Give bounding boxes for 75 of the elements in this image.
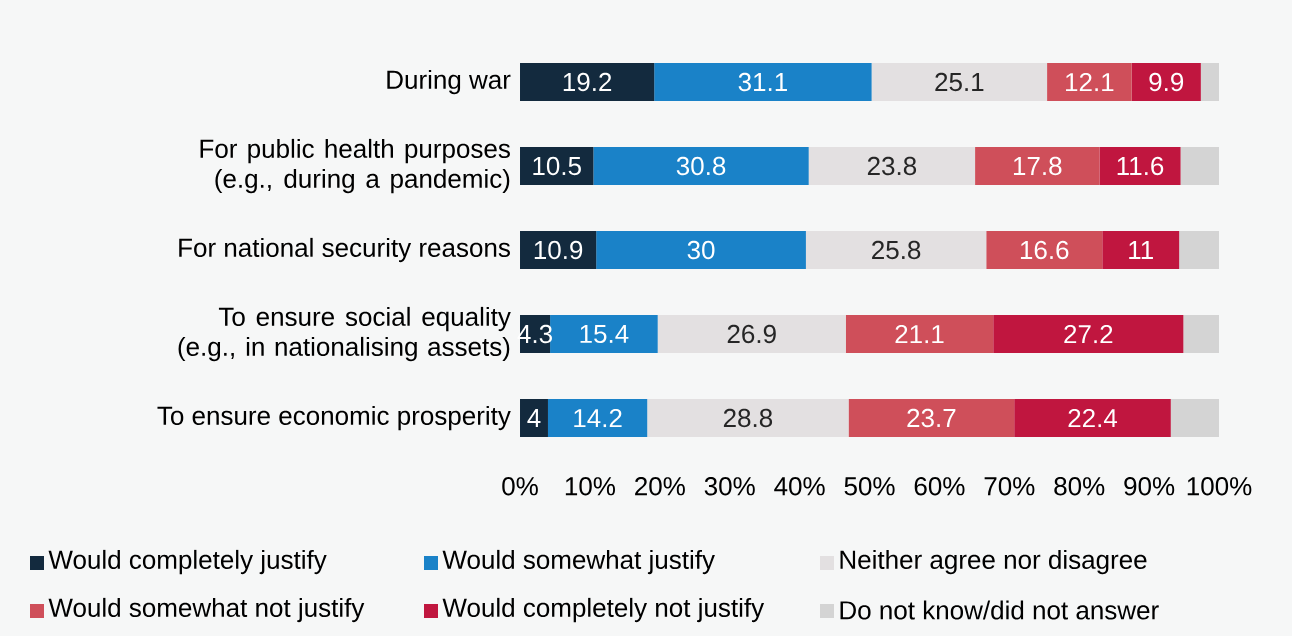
data-label: 9.9 xyxy=(1149,72,1184,92)
bar xyxy=(1179,231,1220,269)
data-label: 25.8 xyxy=(872,240,921,260)
bar xyxy=(808,147,976,185)
data-label: 27.2 xyxy=(1064,324,1113,344)
data-label: 12.1 xyxy=(1066,72,1114,92)
data-label: 11 xyxy=(1129,241,1153,259)
y-tick-label: For public health purposes (e.g., during a pandemic) xyxy=(200,138,510,194)
bar xyxy=(993,315,1184,353)
data-label: 15.4 xyxy=(580,324,629,344)
bar xyxy=(1102,231,1180,269)
data-label: 23.8 xyxy=(867,156,917,176)
legend-label: Would completely not justify xyxy=(442,597,765,623)
bar xyxy=(1099,147,1181,185)
legend-label: Neither agree nor disagree xyxy=(840,549,1147,575)
x-tick-label: 20% xyxy=(635,477,685,496)
x-tick-label: 10% xyxy=(565,477,615,496)
data-label: 23.7 xyxy=(907,408,956,428)
x-tick-label: 0% xyxy=(502,477,538,496)
bar xyxy=(1014,399,1171,437)
bar xyxy=(1131,63,1201,101)
legend-label: Would somewhat justify xyxy=(442,549,715,575)
bar xyxy=(1200,63,1220,101)
x-tick-label: 100% xyxy=(1187,477,1252,496)
bar xyxy=(654,63,872,101)
bar xyxy=(1180,147,1220,185)
bar xyxy=(657,315,846,353)
bar xyxy=(550,315,658,353)
data-label: 30.8 xyxy=(676,156,726,176)
x-tick-label: 60% xyxy=(914,477,965,496)
bar xyxy=(871,63,1048,101)
legend-label: Would somewhat not justify xyxy=(48,597,365,623)
bar xyxy=(520,63,655,101)
x-tick-label: 30% xyxy=(704,477,755,496)
x-tick-label: 90% xyxy=(1124,477,1175,496)
legend-label: Would completely justify xyxy=(48,549,327,575)
bar xyxy=(520,399,548,437)
data-label: 26.9 xyxy=(727,324,776,344)
bar xyxy=(986,231,1103,269)
x-tick-label: 40% xyxy=(774,477,825,496)
bar xyxy=(1047,63,1132,101)
data-label: 30 xyxy=(687,240,715,260)
data-label: 11.6 xyxy=(1117,156,1164,176)
y-tick-label: During war xyxy=(387,69,511,95)
data-label: 21.1 xyxy=(895,324,944,344)
bar xyxy=(805,231,987,269)
bar xyxy=(975,147,1100,185)
bar xyxy=(520,147,594,185)
bar xyxy=(596,231,806,269)
data-label: 17.8 xyxy=(1013,156,1062,176)
bar xyxy=(845,315,994,353)
bar xyxy=(1170,399,1220,437)
data-label: 14.2 xyxy=(574,408,622,428)
data-label: 10.5 xyxy=(533,156,581,176)
legend-label: Do not know/did not answer xyxy=(840,600,1159,620)
y-tick-label: To ensure social equality (e.g., in nationalising assets) xyxy=(178,306,511,362)
x-tick-label: 50% xyxy=(844,477,895,496)
bar xyxy=(1183,315,1220,353)
data-label: 31.1 xyxy=(738,72,787,92)
data-label: 4 xyxy=(527,409,541,427)
data-label: 10.9 xyxy=(534,240,583,260)
y-tick-label: To ensure economic prosperity xyxy=(157,405,511,431)
x-tick-label: 70% xyxy=(984,477,1035,496)
data-label: 28.8 xyxy=(723,408,773,428)
bar xyxy=(647,399,849,437)
y-tick-label: For national security reasons xyxy=(179,237,510,263)
bar xyxy=(520,231,597,269)
bar xyxy=(547,399,648,437)
data-label: 19.2 xyxy=(563,72,612,92)
bar xyxy=(848,399,1015,437)
data-label: 25.1 xyxy=(935,72,984,92)
data-label: 22.4 xyxy=(1068,408,1118,428)
bar xyxy=(593,147,809,185)
data-label: 16.6 xyxy=(1020,240,1069,260)
x-tick-label: 80% xyxy=(1054,477,1105,496)
